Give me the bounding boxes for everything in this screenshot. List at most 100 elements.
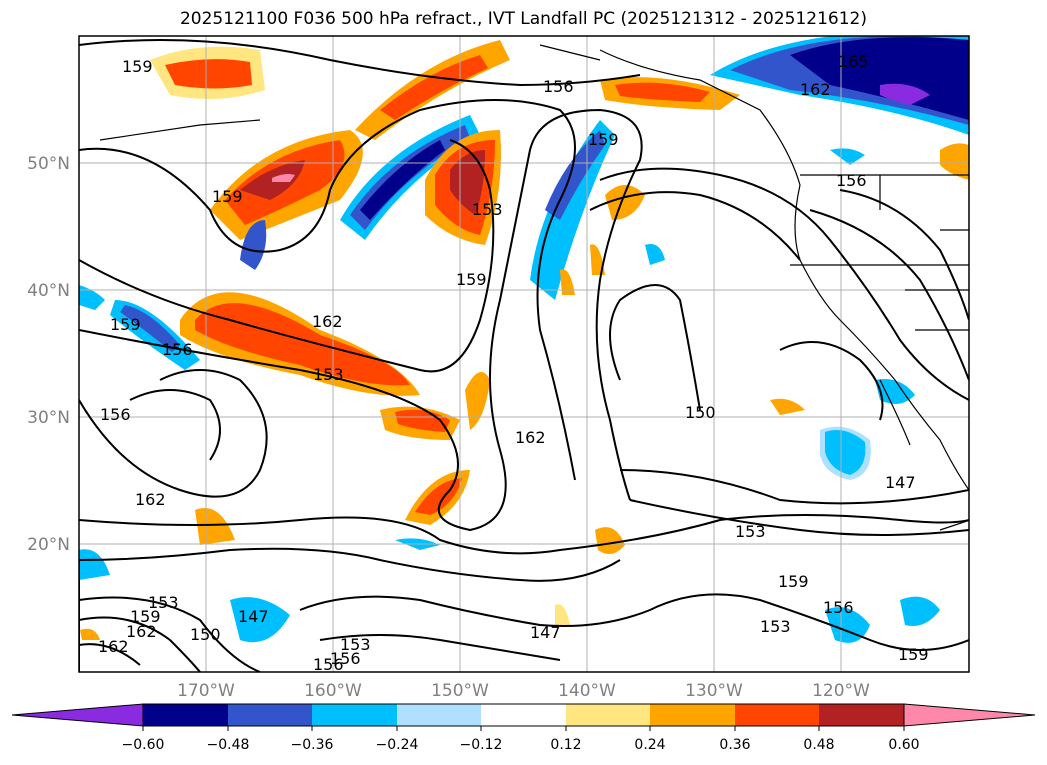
contour-label: 147 (530, 623, 561, 642)
contour-label: 156 (162, 340, 193, 359)
lon-label: 140°W (558, 681, 616, 701)
anomaly-blob (272, 174, 295, 182)
anomaly-blob (195, 303, 410, 386)
anomaly-blob (465, 372, 490, 430)
latitude-labels: 50°N 40°N 30°N 20°N (27, 154, 70, 555)
lon-label: 150°W (431, 681, 489, 701)
colorbar: −0.60 −0.48 −0.36 −0.24 −0.12 0.12 0.24 … (11, 703, 1036, 753)
contour-label: 153 (340, 635, 371, 654)
anomaly-blob (80, 628, 100, 640)
colorbar-tick-label: 0.48 (803, 737, 834, 753)
colorbar-tick-label: −0.60 (122, 737, 165, 753)
colorbar-tick-label: −0.36 (291, 737, 334, 753)
contour-label: 162 (126, 622, 157, 641)
colorbar-segment (735, 704, 819, 726)
lon-label: 120°W (812, 681, 870, 701)
anomaly-blob (830, 148, 865, 165)
contour-label: 153 (148, 593, 179, 612)
anomaly-blob (555, 604, 570, 625)
colorbar-tick-label: −0.48 (207, 737, 250, 753)
contour-label: 159 (778, 572, 809, 591)
colorbar-ticks (142, 726, 905, 731)
anomaly-blob (875, 379, 915, 404)
height-contour-layer (79, 39, 969, 672)
lat-label: 40°N (27, 281, 70, 301)
anomaly-blob (605, 185, 645, 220)
contour-label: 156 (330, 649, 361, 668)
anomaly-blob (79, 285, 105, 310)
graticule (79, 36, 969, 672)
anomaly-blob (230, 597, 290, 643)
colorbar-tick-label: 0.12 (550, 737, 581, 753)
contour-label: 153 (760, 617, 791, 636)
anomaly-blob (240, 220, 267, 270)
colorbar-tick-label: 0.60 (888, 737, 919, 753)
anomaly-blob (120, 305, 180, 352)
lat-label: 20°N (27, 535, 70, 555)
contour-label: 147 (238, 607, 269, 626)
contour-label: 162 (98, 637, 129, 656)
colorbar-segment (397, 704, 481, 726)
anomaly-blob (415, 478, 462, 515)
anomaly-blob (590, 244, 605, 275)
contour-label: 159 (898, 645, 929, 664)
anomaly-blob (79, 549, 110, 580)
anomaly-blob (195, 508, 235, 545)
anomaly-blob (530, 120, 615, 300)
contour-label: 156 (836, 171, 867, 190)
lat-label: 50°N (27, 154, 70, 174)
colorbar-segment (228, 704, 312, 726)
contour-label: 156 (100, 405, 131, 424)
lon-label: 160°W (304, 681, 362, 701)
contour-label: 162 (135, 490, 166, 509)
contour-label: 156 (823, 598, 854, 617)
anomaly-blob (770, 398, 805, 415)
anomaly-blob (450, 150, 485, 215)
anomaly-blob (615, 82, 710, 102)
contour-label: 147 (885, 473, 916, 492)
contour-label: 159 (588, 130, 619, 149)
anomaly-blob (545, 130, 605, 220)
contour-label: 162 (800, 80, 831, 99)
anomaly-blob (360, 140, 445, 220)
anomaly-blob (165, 59, 252, 89)
colorbar-segment (312, 704, 397, 726)
contour-label: 150 (190, 625, 221, 644)
anomaly-blob (395, 409, 450, 432)
anomaly-blob (380, 55, 488, 120)
colorbar-tick-label: 0.24 (634, 737, 665, 753)
colorbar-tick-label: −0.24 (376, 737, 419, 753)
contour-label: 153 (735, 522, 766, 541)
map-title: 2025121100 F036 500 hPa refract., IVT La… (179, 9, 867, 29)
anomaly-blob (595, 527, 625, 554)
colorbar-segment (819, 704, 904, 726)
colorbar-segment (481, 704, 566, 726)
longitude-labels: 170°W 160°W 150°W 140°W 130°W 120°W (177, 681, 870, 701)
anomaly-blob (900, 596, 940, 626)
anomaly-fill-layer (79, 36, 969, 643)
contour-label: 159 (122, 57, 153, 76)
contour-label: 153 (472, 200, 503, 219)
lon-label: 170°W (177, 681, 235, 701)
colorbar-outline (142, 703, 905, 727)
colorbar-left-extension (11, 703, 144, 727)
lon-label: 130°W (685, 681, 743, 701)
contour-label: 162 (515, 428, 546, 447)
contour-label: 165 (838, 52, 869, 71)
contour-label: 156 (313, 655, 344, 674)
coastline-layer (99, 44, 969, 531)
contour-label: 156 (543, 77, 574, 96)
anomaly-blob (645, 244, 665, 265)
colorbar-segment (566, 704, 650, 726)
contour-label: 153 (313, 365, 344, 384)
colorbar-segment (650, 704, 735, 726)
contour-label: 159 (456, 270, 487, 289)
anomaly-blob (825, 607, 870, 643)
colorbar-tick-label: 0.36 (719, 737, 750, 753)
colorbar-segment (143, 704, 228, 726)
anomaly-blob (790, 37, 969, 121)
contour-label-layer: 159 156 165 162 159 159 153 156 159 162 … (98, 52, 929, 674)
lat-label: 30°N (27, 408, 70, 428)
contour-label: 162 (312, 312, 343, 331)
